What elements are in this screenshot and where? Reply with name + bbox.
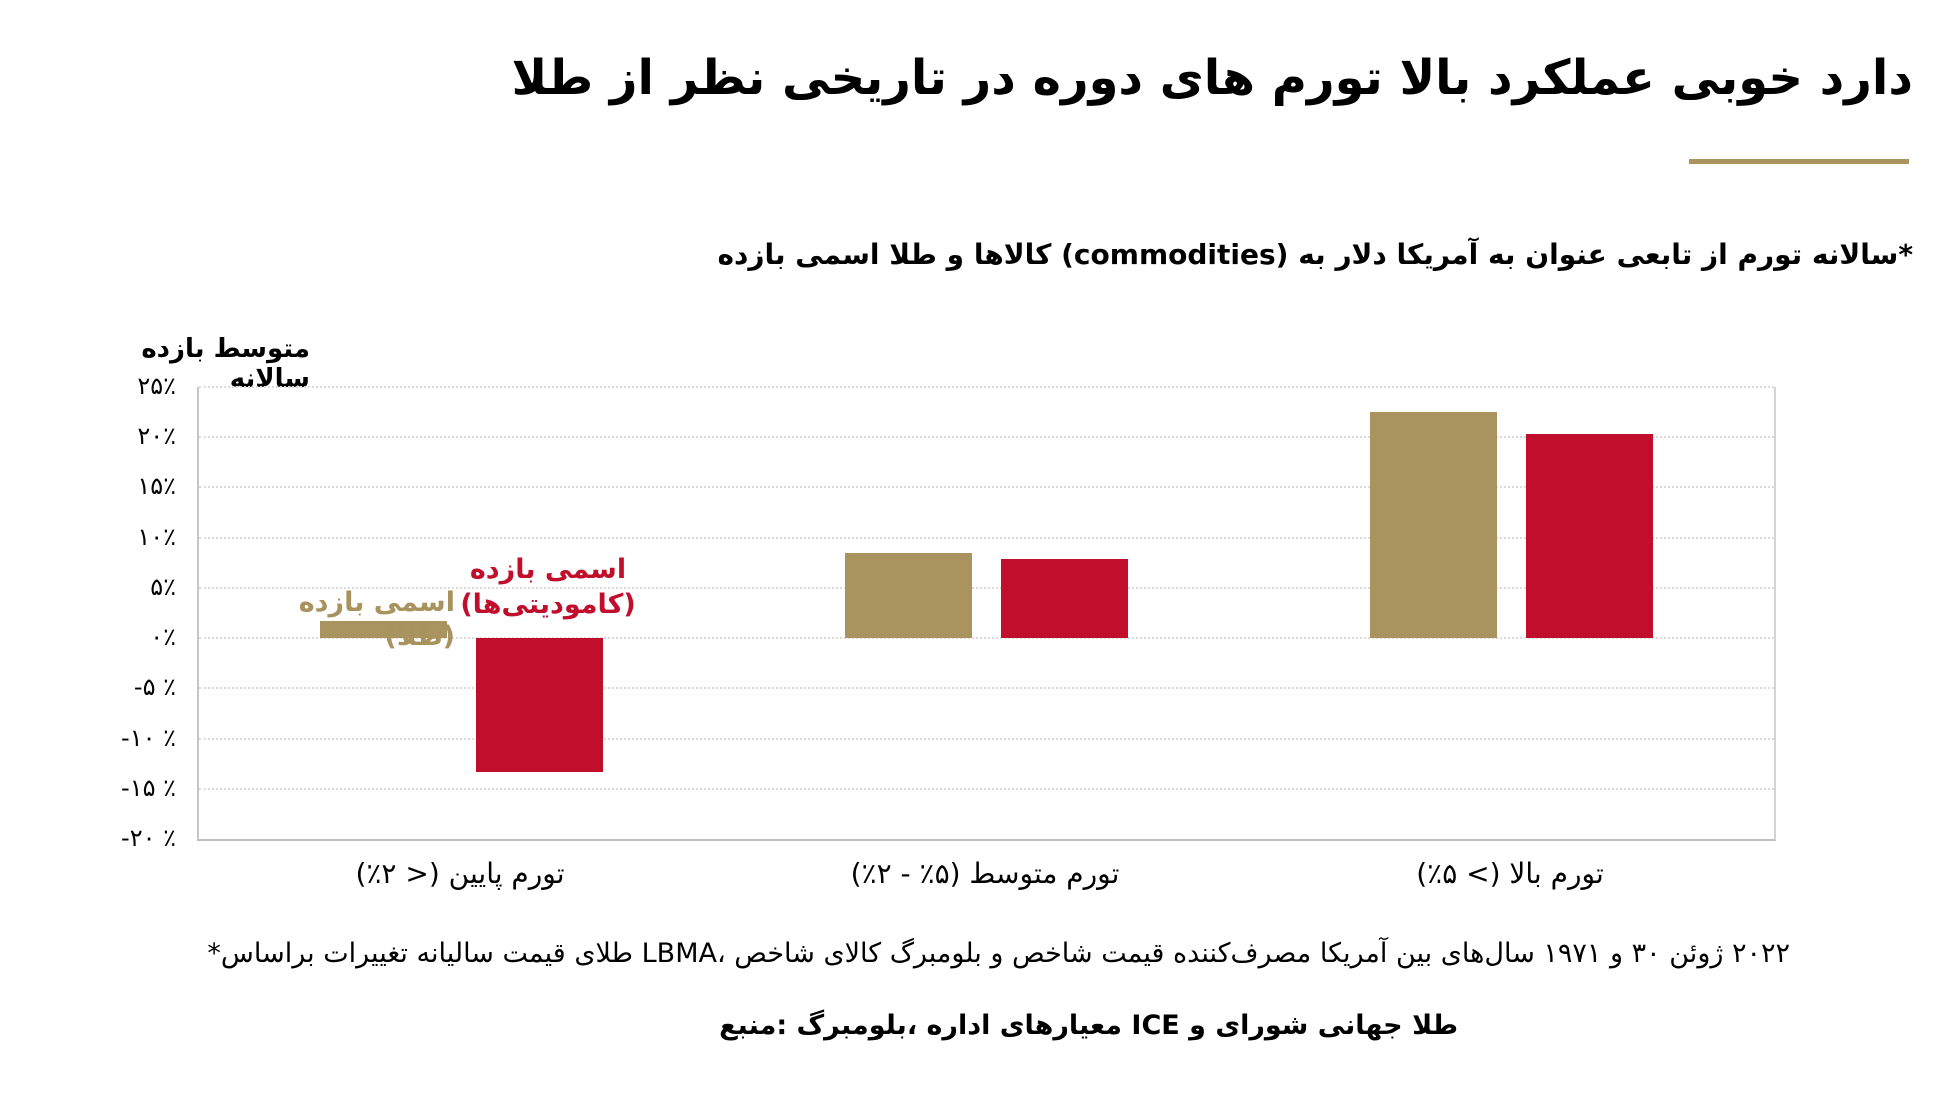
y-tick-label: -۵ ٪ <box>133 673 176 702</box>
y-tick-label: -۱۰ ٪ <box>121 723 176 752</box>
bar-series1-group1 <box>1001 558 1128 639</box>
legend-commodities-label-line2: (کامودیتی‌ها) <box>460 589 636 621</box>
y-tick-label: ۱۰٪ <box>137 522 176 551</box>
x-axis-category-labels: تورم پایین (< ۲٪) تورم متوسط (۵٪ - ۲٪) تور… <box>197 851 1772 906</box>
title-underline-rule <box>1689 159 1909 164</box>
gridline <box>199 687 1774 690</box>
bar-series0-group1 <box>845 552 972 639</box>
gridline <box>199 486 1774 489</box>
y-axis-tick-labels: ۲۵٪ ۲۰٪ ۱۵٪ ۱۰٪ ۵٪ ۰٪ -۵ ٪ -۱۰ ٪ -۱۵ ٪ -۲۰ ٪ <box>40 372 186 852</box>
gridline <box>199 586 1774 589</box>
y-tick-label: ۵٪ <box>150 572 176 601</box>
legend-gold-label: بازده ‎اسمی ‎(طلا) <box>298 587 455 652</box>
gridline <box>199 386 1774 388</box>
gridline <box>199 737 1774 740</box>
gridline <box>199 536 1774 539</box>
y-tick-label: ۰٪ <box>150 623 176 652</box>
footnote: *براساس ‎تغییرات ‎سالیانه ‎قیمت ‎طلای ‎L… <box>207 938 1790 969</box>
bar-series1-group2 <box>1526 434 1653 639</box>
category-label: تورم متوسط (۵٪ - ۲٪) <box>850 857 1120 890</box>
plot-area <box>197 386 1776 841</box>
gridline <box>199 787 1774 790</box>
page-title: طلا ‎از ‎نظر ‎تاریخی ‎در ‎دوره ‎های ‎تور… <box>511 50 1914 106</box>
y-tick-label: ۱۵٪ <box>137 472 176 501</box>
bar-series0-group2 <box>1370 412 1497 639</box>
y-axis-title: بازده ‎متوسط ‎سالانه <box>141 334 310 394</box>
source-line: منبع: ‎بلومبرگ، ‎اداره ‎معیارهای ‎ICE ‎و… <box>719 1010 1458 1041</box>
y-tick-label: -۲۰ ٪ <box>121 824 176 852</box>
gridline <box>199 436 1774 439</box>
bar-series0-group0 <box>320 621 447 639</box>
y-tick-label: ۲۰٪ <box>137 422 176 451</box>
gridline <box>199 637 1774 640</box>
bar-series1-group0 <box>476 638 603 772</box>
legend-commodities-label-line1: بازده ‎اسمی <box>469 554 627 585</box>
chart-subtitle: بازده ‎اسمی ‎طلا ‎و ‎کالاها ‎(commoditie… <box>717 238 1913 271</box>
y-tick-label: -۱۵ ٪ <box>121 773 176 802</box>
legend-commodities-label: بازده ‎اسمی (کامودیتی‌ها) <box>438 552 658 622</box>
category-label: تورم پایین (< ۲٪) <box>355 857 565 890</box>
y-tick-label: ۲۵٪ <box>137 372 176 400</box>
category-label: تورم بالا (> ۵٪) <box>1416 857 1604 890</box>
